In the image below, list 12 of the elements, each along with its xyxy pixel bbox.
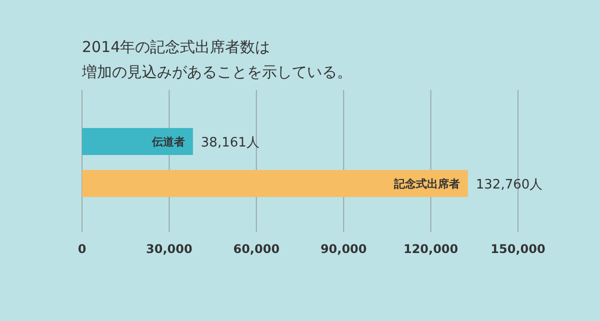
y-tick-label: 記念式出席者 — [392, 178, 460, 190]
chart-subtitle: 増加の見込みがあることを示している。 — [81, 63, 352, 81]
data-label: 38,161人 — [200, 136, 260, 150]
x-tick-label: 90,000 — [320, 242, 367, 256]
x-tick-label: 120,000 — [403, 242, 458, 256]
x-tick-label: 60,000 — [233, 242, 280, 256]
x-tick-label: 30,000 — [146, 242, 192, 256]
y-tick-label: 伝道者 — [150, 136, 185, 148]
x-tick-label: 0 — [78, 242, 86, 256]
data-label: 132,760人 — [476, 178, 543, 192]
chart-title: 2014年の記念式出席者数は — [82, 38, 270, 56]
x-tick-label: 150,000 — [490, 242, 546, 256]
